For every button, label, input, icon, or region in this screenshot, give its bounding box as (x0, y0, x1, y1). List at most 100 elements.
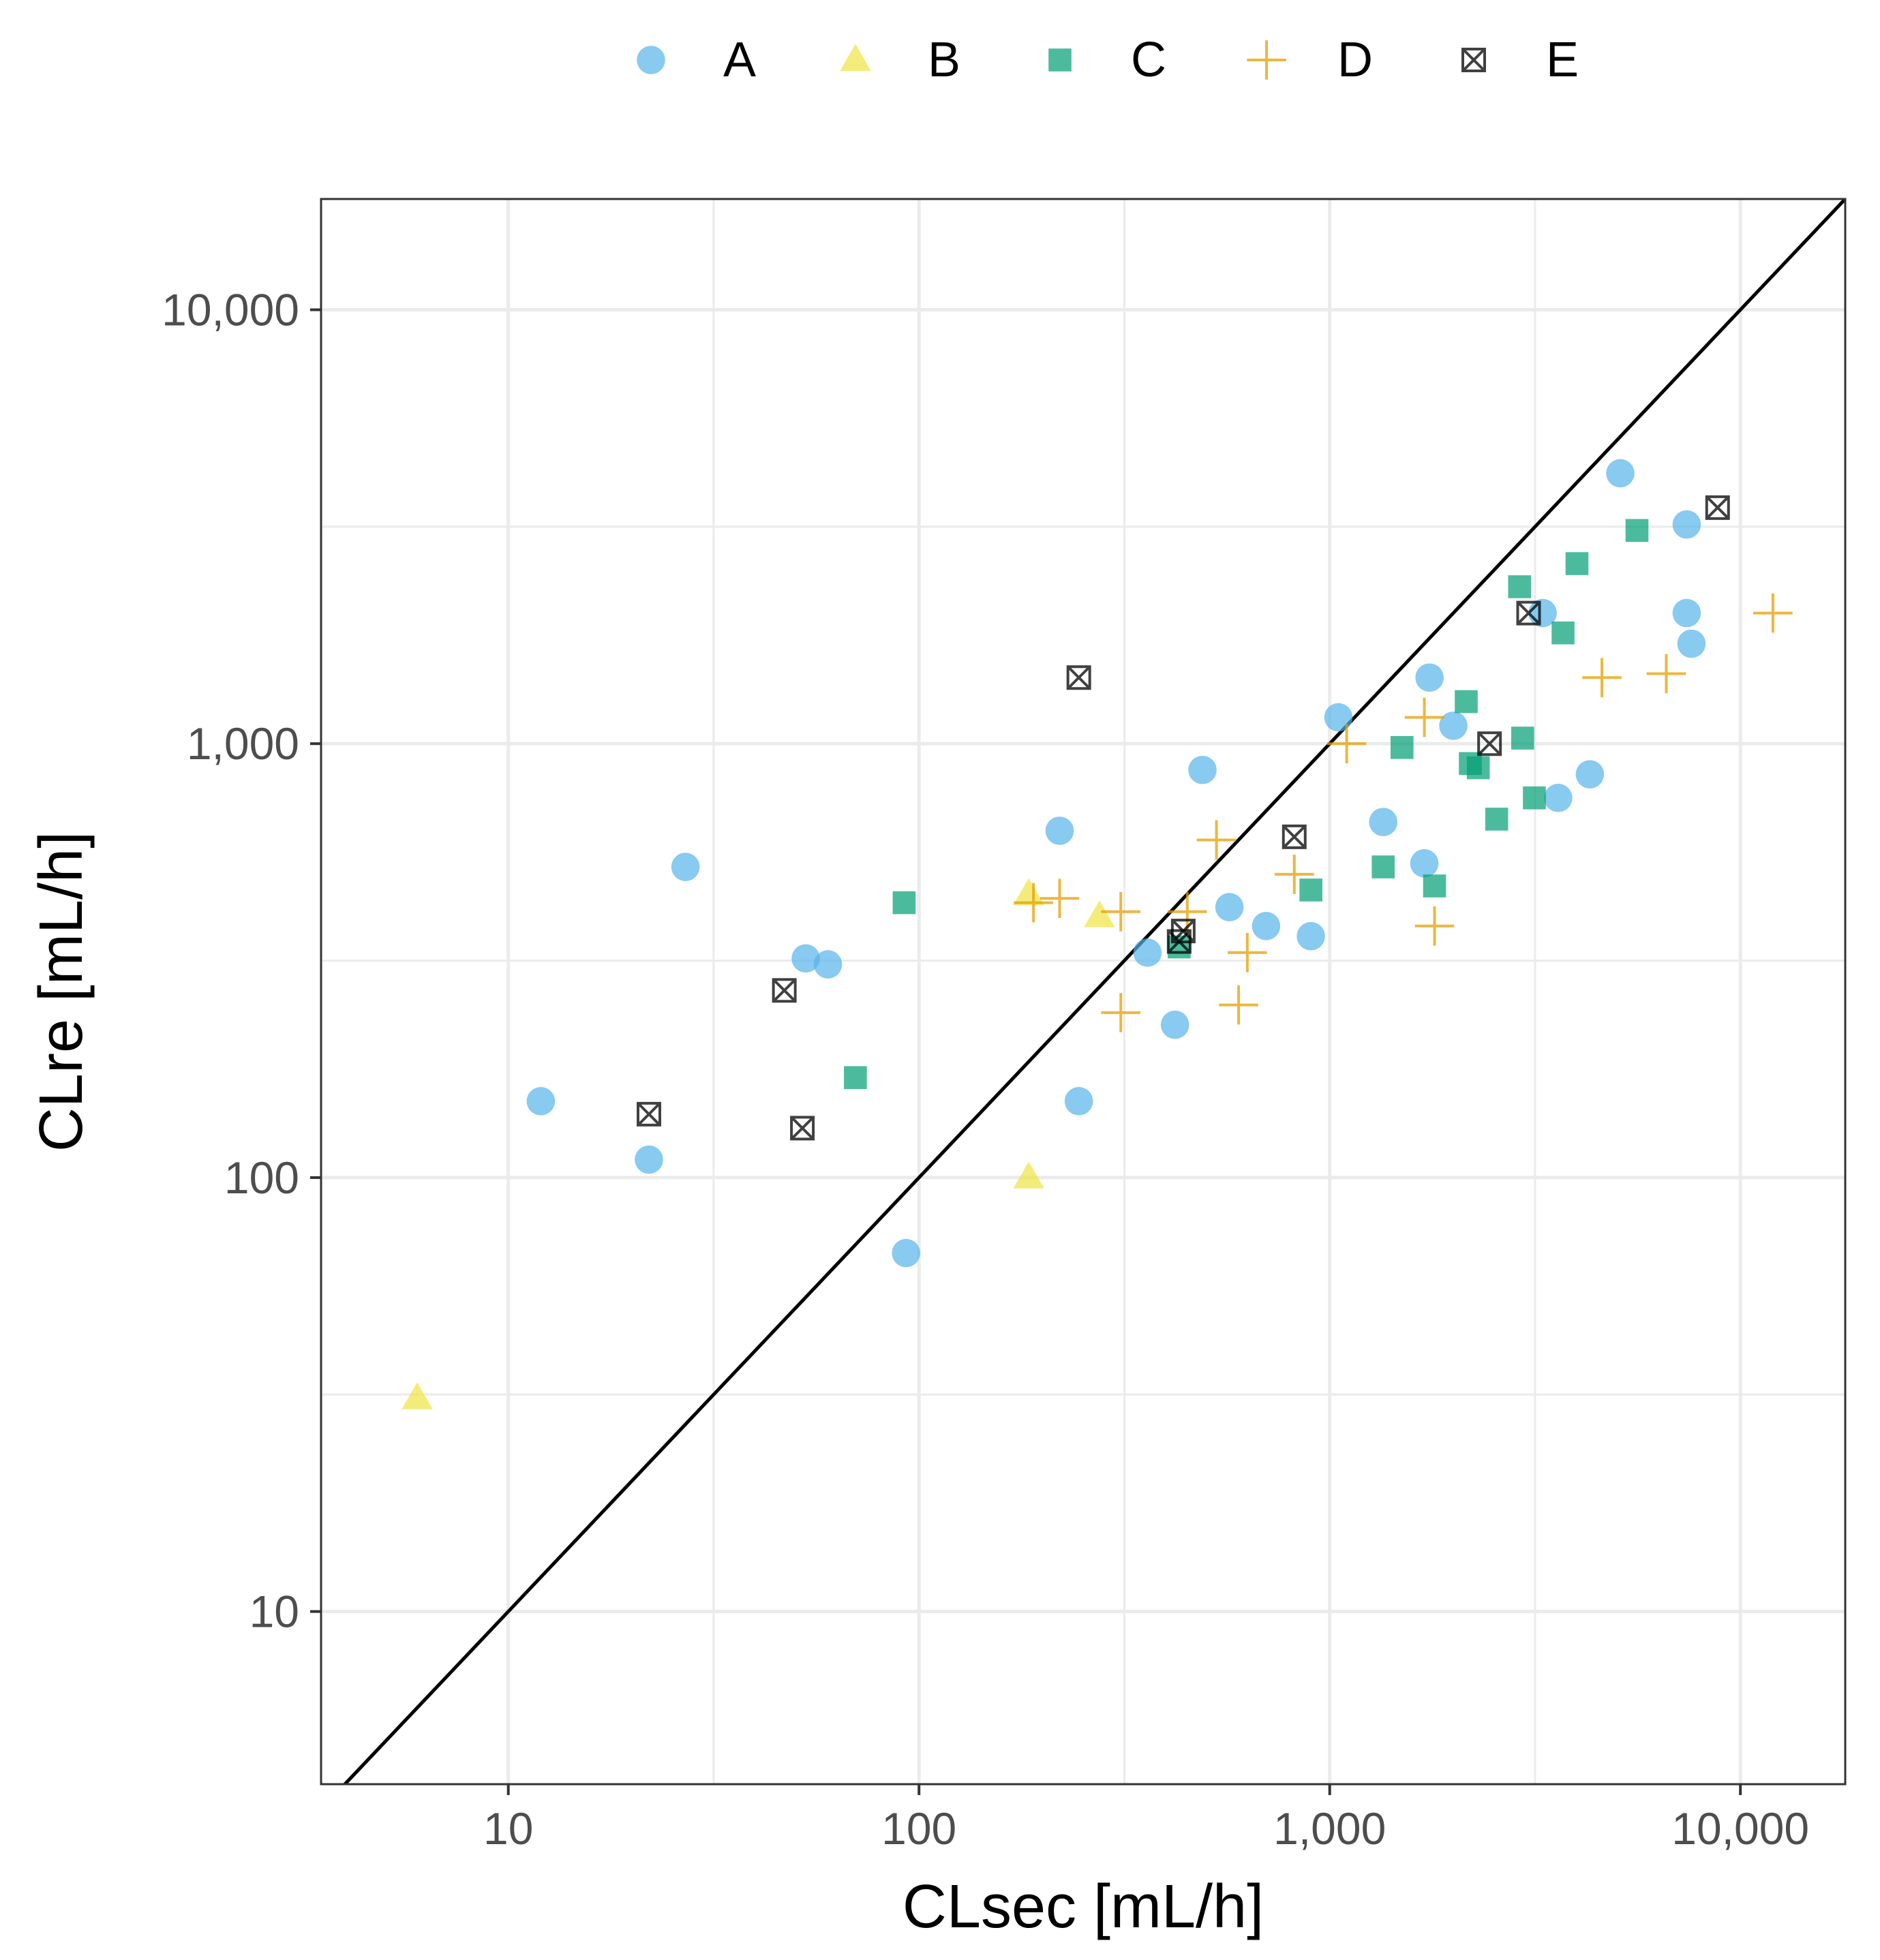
data-point-d (1582, 658, 1622, 698)
data-point-e (790, 1116, 815, 1141)
series-b (401, 878, 1115, 1409)
data-point-d (1014, 883, 1053, 923)
y-tick-label: 100 (224, 1152, 299, 1203)
legend-label-b: B (928, 33, 960, 87)
x-axis-title: CLsec [mL/h] (903, 1873, 1264, 1941)
data-point-e (1516, 600, 1541, 626)
grid-lines (321, 199, 1845, 1784)
y-axis-title: CLre [mL/h] (27, 831, 95, 1152)
data-point-c (1423, 874, 1446, 898)
data-point-a (892, 1238, 921, 1268)
data-point-d (1040, 878, 1080, 919)
data-point-a (1188, 755, 1217, 784)
x-tick-label: 100 (881, 1803, 956, 1854)
series-c (844, 519, 1649, 1090)
data-point-a (1045, 816, 1074, 845)
legend-key-c (1048, 48, 1072, 72)
data-point-c (844, 1066, 867, 1090)
data-point-d (1101, 993, 1141, 1032)
x-tick-label: 10 (483, 1803, 533, 1854)
data-point-a (671, 853, 700, 881)
data-point-c (1371, 855, 1395, 878)
legend-label-d: D (1337, 33, 1373, 87)
identity-line-group (344, 198, 1847, 1786)
legend-label-e: E (1546, 33, 1579, 87)
data-point-a (1415, 663, 1444, 692)
data-point-a (635, 1145, 663, 1174)
y-tick-label: 10 (249, 1587, 299, 1637)
data-point-a (1439, 711, 1468, 740)
data-point-c (892, 891, 916, 915)
data-point-d (1219, 985, 1258, 1025)
plot-border (320, 198, 1847, 1786)
data-point-d (1167, 891, 1207, 932)
data-point-c (1390, 736, 1414, 759)
legend-item-b: B (840, 33, 960, 87)
data-point-a (1160, 1010, 1189, 1039)
data-point-a (1544, 783, 1573, 812)
data-point-b (1013, 1161, 1044, 1189)
data-point-a (1215, 893, 1244, 921)
data-point-d (1196, 820, 1237, 860)
y-tick-label: 10,000 (162, 285, 299, 335)
series-e (637, 495, 1730, 1141)
data-point-c (1551, 621, 1575, 645)
legend-key-b (840, 44, 871, 71)
data-point-c (1485, 808, 1508, 831)
data-point-d (1404, 697, 1444, 737)
data-point-c (1625, 519, 1649, 542)
legend-item-d: D (1247, 33, 1373, 87)
legend-key-a (637, 46, 665, 74)
x-tick-label: 1,000 (1273, 1803, 1386, 1854)
data-point-a (813, 950, 843, 979)
legend: A B C D E (637, 33, 1579, 87)
data-point-c (1455, 690, 1478, 714)
data-point-b (401, 1382, 433, 1409)
axis-ticks: 10 100 1,000 10,000 10 100 1,000 10,000 (162, 285, 1809, 1854)
legend-item-c: C (1048, 33, 1166, 87)
plot-panel (321, 199, 1845, 1784)
data-point-a (1410, 848, 1439, 878)
data-point-c (1466, 756, 1490, 780)
data-point-a (1575, 760, 1605, 788)
data-point-a (1297, 921, 1325, 951)
data-point-a (1606, 459, 1635, 488)
x-tick-label: 10,000 (1671, 1803, 1809, 1854)
legend-item-a: A (637, 33, 756, 87)
legend-label-c: C (1131, 33, 1166, 87)
data-point-c (1299, 878, 1322, 902)
data-point-c (1523, 786, 1546, 810)
data-point-a (526, 1087, 556, 1116)
data-point-d (1101, 891, 1141, 932)
data-point-e (772, 978, 797, 1003)
data-points (401, 459, 1793, 1409)
data-point-a (1064, 1087, 1093, 1116)
data-point-e (1170, 919, 1196, 944)
y-tick-label: 1,000 (187, 718, 299, 769)
legend-key-d (1247, 40, 1286, 80)
data-point-a (1369, 808, 1398, 836)
series-a (526, 459, 1706, 1268)
data-point-d (1326, 724, 1367, 764)
data-point-a (1672, 510, 1701, 539)
data-point-a (1252, 911, 1281, 940)
legend-item-e: E (1461, 33, 1579, 87)
series-d (1014, 593, 1793, 1032)
data-point-a (1133, 938, 1162, 967)
identity-line (344, 198, 1847, 1786)
data-point-e (1066, 665, 1091, 690)
data-point-b (1084, 900, 1115, 928)
data-point-d (1274, 855, 1314, 894)
legend-key-e (1461, 48, 1486, 72)
data-point-d (1414, 906, 1455, 946)
data-point-a (1677, 629, 1706, 658)
legend-label-a: A (723, 33, 756, 87)
data-point-b (1013, 878, 1044, 905)
data-point-e (637, 1101, 662, 1127)
data-point-a (791, 944, 820, 973)
data-point-a (1672, 598, 1701, 628)
data-point-e (1705, 495, 1730, 520)
data-point-e (1477, 731, 1502, 756)
data-point-c (1565, 552, 1589, 575)
